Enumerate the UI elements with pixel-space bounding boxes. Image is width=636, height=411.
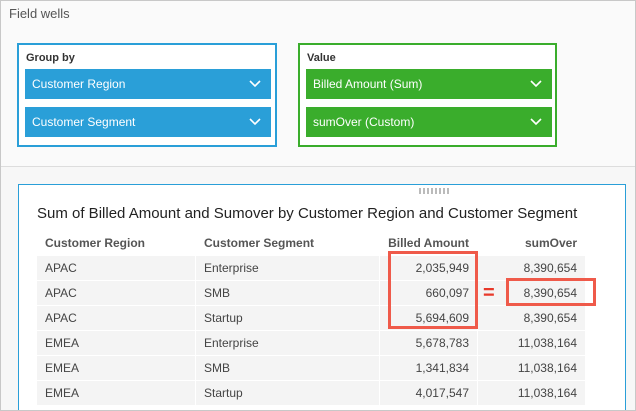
- table-cell: 8,390,654: [478, 306, 585, 330]
- table-cell: SMB: [196, 281, 379, 305]
- table-cell: 8,390,654: [478, 281, 585, 305]
- table-cell: EMEA: [37, 356, 195, 380]
- well-label: Value: [307, 52, 336, 64]
- table-cell: APAC: [37, 306, 195, 330]
- well-label: Group by: [26, 52, 75, 64]
- field-pill[interactable]: sumOver (Custom): [306, 107, 552, 137]
- chevron: [249, 80, 261, 88]
- table-cell: 5,678,783: [380, 331, 477, 355]
- table-cell: APAC: [37, 256, 195, 280]
- highlight-box: [506, 278, 596, 306]
- chevron: [530, 118, 542, 126]
- column-header[interactable]: sumOver: [478, 231, 585, 255]
- panel-title: Field wells: [9, 6, 70, 21]
- column-header[interactable]: Customer Region: [37, 231, 195, 255]
- table-cell: Enterprise: [196, 331, 379, 355]
- column-header[interactable]: Customer Segment: [196, 231, 379, 255]
- table-cell: 11,038,164: [478, 331, 585, 355]
- table-cell: APAC: [37, 281, 195, 305]
- chevron: [249, 118, 261, 126]
- table: Customer Region Customer Segment Billed Am…: [37, 231, 587, 410]
- table-cell: SMB: [196, 356, 379, 380]
- visual-title: Sum of Billed Amount and Sumover by Cust…: [37, 205, 578, 222]
- value-well: Value Billed Amount (Sum) sumOver (Custom…: [298, 43, 557, 147]
- table-cell: EMEA: [37, 381, 195, 405]
- field-pill[interactable]: Customer Segment: [25, 107, 271, 137]
- table-cell: 11,038,164: [478, 356, 585, 380]
- table-cell: Startup: [196, 381, 379, 405]
- table-cell: 1,341,834: [380, 356, 477, 380]
- table-cell: 11,038,164: [478, 381, 585, 405]
- equals-annotation: =: [483, 282, 495, 304]
- table-cell: Startup: [196, 306, 379, 330]
- highlight-box: [388, 251, 478, 329]
- drag-handle[interactable]: [419, 188, 451, 194]
- table-cell: EMEA: [37, 331, 195, 355]
- table-cell: 8,390,654: [478, 256, 585, 280]
- group-by-well: Group by Customer Region Customer Segment: [17, 43, 277, 147]
- field-pill[interactable]: Customer Region: [25, 69, 271, 99]
- field-pill[interactable]: Billed Amount (Sum): [306, 69, 552, 99]
- table-cell: Enterprise: [196, 256, 379, 280]
- table-cell: 4,017,547: [380, 381, 477, 405]
- table-cell: 660,097: [380, 281, 477, 305]
- table-cell: 2,035,949: [380, 256, 477, 280]
- chevron: [530, 80, 542, 88]
